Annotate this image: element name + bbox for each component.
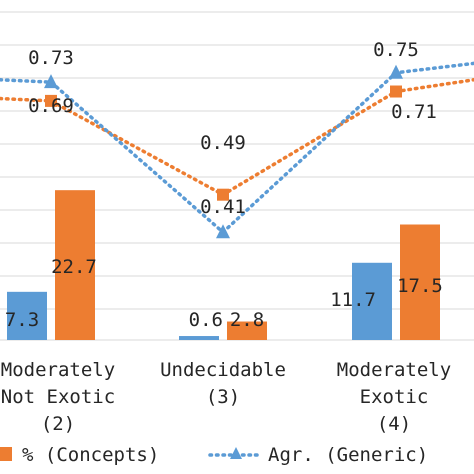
bar-concepts-label: 17.5 [397, 275, 443, 297]
bar-generic-label: 0.6 [189, 309, 223, 331]
generic-marker [216, 224, 230, 239]
legend-marker-generic [230, 447, 242, 459]
generic-line-label: 0.41 [200, 196, 246, 218]
concepts-line-label: 0.49 [200, 132, 246, 154]
bars [7, 190, 440, 340]
bar-concepts [227, 321, 267, 340]
category-label: (4) [377, 413, 411, 435]
category-label: Not Exotic [1, 386, 115, 408]
bar-concepts [400, 224, 440, 340]
bar-concepts [55, 190, 95, 340]
generic-line-label: 0.73 [28, 47, 74, 69]
concepts-marker [390, 85, 402, 98]
generic-marker [44, 74, 58, 89]
legend-swatch-concepts [0, 447, 12, 461]
legend: % (Concepts) Agr. (Generic) [0, 444, 428, 466]
bar-generic-label: 7.3 [5, 309, 39, 331]
lines [0, 61, 474, 239]
category-label: (3) [206, 386, 240, 408]
category-labels: Moderately Not Exotic (2) Undecidable (3) Mod… [1, 359, 451, 435]
concepts-line-label: 0.71 [391, 101, 437, 123]
bar-generic [352, 262, 392, 340]
bar-concepts-label: 2.8 [230, 309, 264, 331]
generic-line-label: 0.75 [373, 39, 419, 61]
bar-generic [179, 336, 219, 340]
category-label: (2) [41, 413, 75, 435]
category-label: Moderately [1, 359, 115, 381]
legend-label-concepts: % (Concepts) [22, 444, 159, 466]
concepts-marker [217, 188, 229, 201]
data-labels: 7.3 0.6 11.7 22.7 2.8 17.5 0.69 0.49 0.71 0.73 0.4… [5, 39, 443, 331]
generic-marker [389, 64, 403, 79]
bar-generic-label: 11.7 [330, 289, 376, 311]
bar-concepts-label: 22.7 [51, 256, 97, 278]
category-label: Exotic [360, 386, 429, 408]
category-label: Undecidable [160, 359, 286, 381]
bar-generic [7, 291, 47, 340]
category-label: Moderately [337, 359, 451, 381]
concepts-marker [45, 94, 57, 107]
concepts-line-label: 0.69 [28, 95, 74, 117]
legend-label-generic: Agr. (Generic) [268, 444, 428, 466]
